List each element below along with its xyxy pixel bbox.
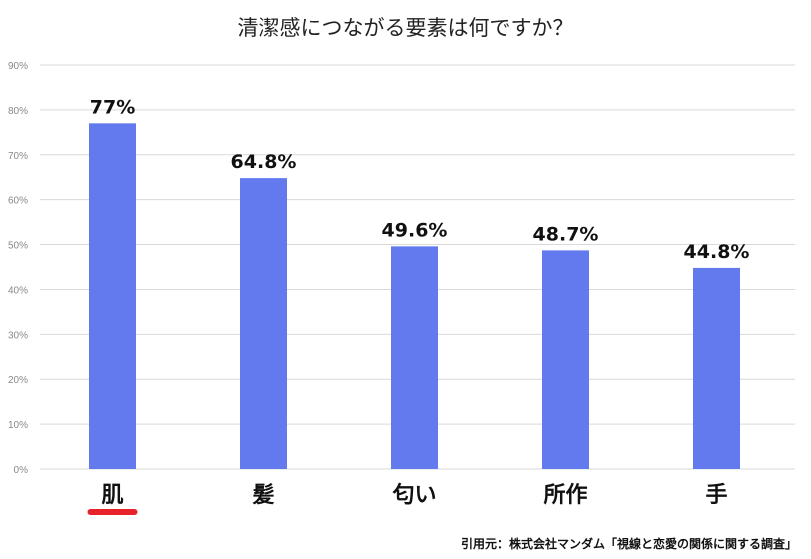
- y-tick-label: 10%: [8, 420, 28, 431]
- chart-title: 清潔感につながる要素は何ですか？: [237, 16, 574, 40]
- y-tick-label: 90%: [8, 61, 28, 72]
- y-tick-label: 40%: [8, 285, 28, 296]
- bar: [542, 250, 589, 469]
- bar: [693, 267, 740, 469]
- x-tick-label: 所作: [543, 483, 587, 508]
- y-tick-label: 30%: [8, 330, 28, 341]
- data-label: 77%: [90, 96, 135, 118]
- data-label: 64.8%: [231, 151, 297, 173]
- y-tick-label: 80%: [8, 106, 28, 117]
- x-tick-label: 手: [705, 483, 727, 508]
- bar: [391, 246, 438, 469]
- data-label: 44.8%: [684, 241, 750, 263]
- x-tick-label: 匂い: [391, 482, 436, 508]
- source-citation: 引用元：株式会社マンダム「視線と恋愛の関係に関する調査」: [460, 537, 797, 551]
- data-label: 49.6%: [382, 219, 448, 241]
- y-tick-label: 0%: [14, 465, 29, 476]
- bar: [89, 123, 136, 469]
- x-tick-label: 肌: [101, 483, 123, 508]
- data-label: 48.7%: [533, 223, 599, 245]
- x-tick-label: 髪: [251, 483, 274, 508]
- y-tick-label: 70%: [8, 151, 28, 162]
- y-tick-label: 60%: [8, 196, 28, 207]
- y-tick-label: 50%: [8, 241, 28, 252]
- bar: [240, 178, 287, 469]
- y-tick-label: 20%: [8, 375, 28, 386]
